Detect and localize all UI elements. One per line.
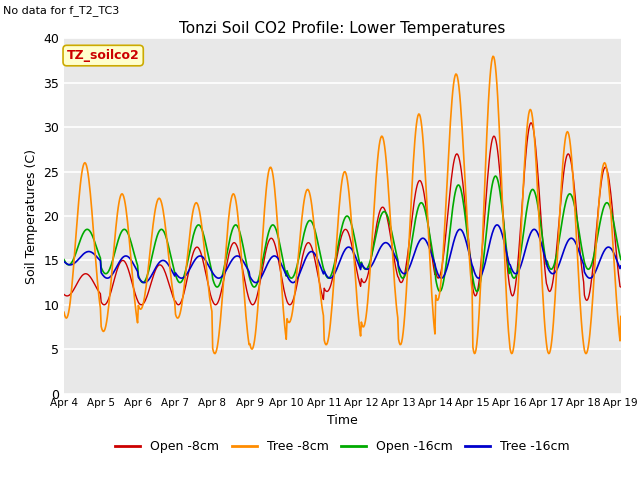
X-axis label: Time: Time <box>327 414 358 427</box>
Title: Tonzi Soil CO2 Profile: Lower Temperatures: Tonzi Soil CO2 Profile: Lower Temperatur… <box>179 21 506 36</box>
Y-axis label: Soil Temperatures (C): Soil Temperatures (C) <box>25 148 38 284</box>
Text: TZ_soilco2: TZ_soilco2 <box>67 49 140 62</box>
Text: No data for f_T2_TC3: No data for f_T2_TC3 <box>3 5 120 16</box>
Legend: Open -8cm, Tree -8cm, Open -16cm, Tree -16cm: Open -8cm, Tree -8cm, Open -16cm, Tree -… <box>110 435 575 458</box>
